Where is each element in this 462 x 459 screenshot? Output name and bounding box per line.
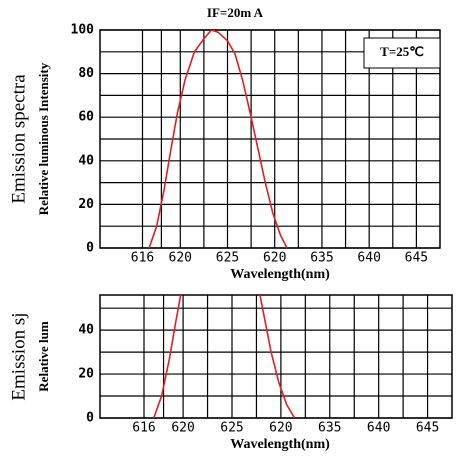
x-tick-label: 635: [318, 421, 341, 436]
x-axis-label: Wavelength(nm): [230, 437, 330, 452]
y-tick-label: 80: [78, 66, 94, 81]
annotation: T=25℃: [380, 44, 424, 59]
y-axis-label: Emission sj: [8, 312, 29, 400]
y-tick-label: 40: [78, 323, 94, 338]
annotation-box: [363, 37, 441, 69]
x-tick-label: 640: [367, 421, 390, 436]
plot-frame: [99, 29, 441, 249]
y-tick-label: 0: [86, 411, 94, 426]
x-tick-label: 620: [169, 251, 192, 266]
plot-frame: [99, 294, 453, 419]
y-axis-label: Relative luminous Intensity: [36, 62, 51, 215]
chart-title: IF=20m A: [207, 5, 264, 20]
spectrum-line: [148, 30, 288, 248]
x-tick-label: 620: [263, 251, 286, 266]
x-tick-label: 640: [357, 251, 380, 266]
y-axis-label: Emission spectra: [8, 74, 29, 204]
x-tick-label: 616: [131, 251, 154, 266]
x-tick-label: 645: [405, 251, 428, 266]
y-tick-label: 100: [71, 23, 95, 38]
x-axis-label: Wavelength(nm): [230, 267, 330, 282]
y-tick-label: 0: [86, 241, 94, 256]
x-tick-label: 635: [310, 251, 333, 266]
y-axis-label: Relative lum: [36, 321, 51, 392]
x-tick-label: 620: [269, 421, 292, 436]
x-tick-label: 625: [216, 251, 239, 266]
y-tick-label: 20: [78, 367, 94, 382]
x-tick-label: 620: [171, 421, 194, 436]
x-tick-label: 625: [220, 421, 243, 436]
x-tick-label: 616: [132, 421, 155, 436]
y-tick-label: 60: [78, 110, 94, 125]
y-tick-label: 20: [78, 197, 94, 212]
y-tick-label: 40: [78, 153, 94, 168]
x-tick-label: 645: [416, 421, 439, 436]
spectrum-line: [153, 295, 296, 418]
